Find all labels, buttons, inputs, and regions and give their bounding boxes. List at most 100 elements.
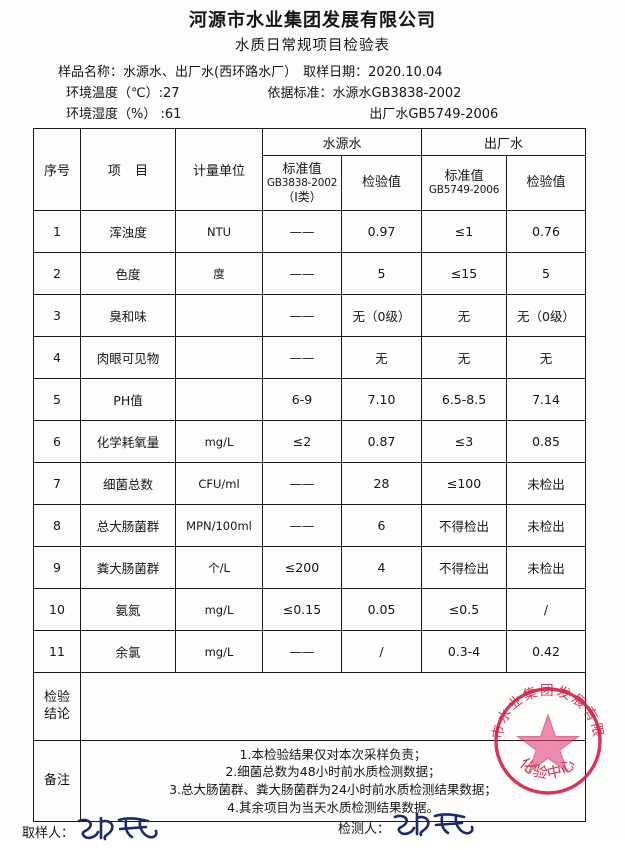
sampler-label: 取样人： bbox=[22, 825, 75, 841]
cell-val-output: 未检出 bbox=[506, 546, 587, 589]
remark-line: 3.总大肠菌群、粪大肠菌群为24小时前水质检测结果数据； bbox=[169, 782, 497, 797]
cell-std-source: —— bbox=[262, 294, 342, 337]
table-row: 2 色度度 —— 5 ≤15 5 bbox=[33, 252, 587, 295]
conclusion-label: 检验 结论 bbox=[33, 672, 81, 741]
table-row: 10 氨氮 mg/L ≤0.15 0.05 ≤0.5/ bbox=[33, 588, 587, 631]
meta-row-sample: 样品名称：水源水、出厂水(西环路水厂） 取样日期：2020.10.04 bbox=[36, 62, 611, 83]
cell-val-output: 无（0级） bbox=[506, 294, 587, 337]
cell-std-source: —— bbox=[262, 630, 342, 673]
cell-val-source: 0.87 bbox=[340, 420, 423, 463]
header-std-output: 标准值 GB5749-2006 bbox=[421, 155, 508, 211]
header-std-source-code: GB3838-2002 bbox=[266, 177, 338, 190]
cell-std-output: ≤100 bbox=[421, 462, 508, 505]
cell-val-output: 0.85 bbox=[506, 420, 587, 463]
cell-val-source: / bbox=[340, 630, 423, 673]
humidity-field: 环境湿度（%） :61 bbox=[66, 104, 181, 125]
header-item-label: 项 目 bbox=[107, 164, 154, 179]
tester-signature bbox=[392, 808, 484, 846]
cell-std-source: ≤0.15 bbox=[262, 588, 342, 631]
cell-std-source: ≤200 bbox=[262, 546, 342, 589]
cell-std-output: 0.3-4 bbox=[421, 630, 508, 673]
conclusion-label-line1: 检验 bbox=[43, 690, 70, 706]
cell-val-source: 7.10 bbox=[340, 378, 423, 421]
header-item: 项 目 bbox=[80, 128, 176, 211]
cell-item: 粪大肠菌群 bbox=[80, 546, 176, 589]
table-row: 9 粪大肠菌群 个/L ≤200 4 不得检出 未检出 bbox=[33, 546, 587, 589]
meta-info-block: 样品名称：水源水、出厂水(西环路水厂） 取样日期：2020.10.04 环境温度… bbox=[0, 62, 625, 125]
header-no: 序号 bbox=[33, 128, 81, 211]
humidity-value: 61 bbox=[164, 106, 182, 122]
cell-val-source: 无 bbox=[340, 336, 423, 379]
sample-name-value: 水源水、出厂水(西环路水厂） bbox=[123, 64, 298, 80]
cell-std-output: ≤0.5 bbox=[421, 588, 508, 631]
cell-unit bbox=[175, 294, 263, 337]
cell-no: 2 bbox=[33, 252, 81, 295]
cell-std-output: 不得检出 bbox=[421, 546, 508, 589]
meta-row-humidity: 环境湿度（%） :61 出厂水GB5749-2006 bbox=[36, 104, 611, 125]
header-group-output-water: 出厂水 bbox=[421, 128, 587, 156]
remark-line: 4.其余项目为当天水质检测结果数据。 bbox=[227, 799, 439, 815]
company-title: 河源市水业集团发展有限公司 bbox=[189, 10, 436, 31]
table-row: 4 肉眼可见物 —— 无无无 bbox=[33, 336, 587, 379]
table-row: 8 总大肠菌群 MPN/100ml —— 6 不得检出 未检出 bbox=[33, 504, 587, 547]
cell-no: 4 bbox=[33, 336, 81, 379]
header-std-source-title: 标准值 bbox=[282, 162, 322, 178]
conclusion-value[interactable] bbox=[79, 672, 587, 741]
tester-signature-block: 检测人： bbox=[338, 808, 484, 846]
header-std-output-code: GB5749-2006 bbox=[428, 184, 500, 197]
standard-basis-field: 依据标准：水源水GB3838-2002 bbox=[268, 83, 462, 104]
cell-no: 7 bbox=[33, 462, 81, 505]
cell-item: 总大肠菌群 bbox=[80, 504, 176, 547]
sample-date-label: 取样日期： bbox=[303, 64, 369, 80]
cell-val-source: 5 bbox=[340, 252, 423, 295]
cell-val-output: 5 bbox=[506, 252, 587, 295]
cell-std-source: ≤2 bbox=[262, 420, 342, 463]
header-std-output-title: 标准值 bbox=[444, 169, 484, 185]
temperature-label: 环境温度（℃）: bbox=[66, 85, 163, 101]
cell-val-output: 0.76 bbox=[506, 210, 587, 253]
header-std-source: 标准值 GB3838-2002 （Ⅰ类） bbox=[262, 155, 342, 211]
cell-val-output: / bbox=[506, 588, 587, 631]
cell-item: 色度 bbox=[80, 252, 176, 295]
cell-std-source: —— bbox=[262, 210, 342, 253]
cell-std-source: —— bbox=[262, 336, 342, 379]
cell-no: 10 bbox=[33, 588, 81, 631]
cell-std-output: 无 bbox=[421, 336, 508, 379]
cell-unit: 个/L bbox=[175, 546, 263, 589]
remark-label: 备注 bbox=[33, 740, 81, 822]
cell-unit: mg/L bbox=[175, 630, 263, 673]
inspection-table-wrapper: 序号 项 目 计量单位 水源水 出厂水 标准值 GB3838-2002 （Ⅰ类）… bbox=[33, 128, 587, 822]
cell-item: 肉眼可见物 bbox=[80, 336, 176, 379]
cell-item: PH值 bbox=[80, 378, 176, 421]
cell-unit: mg/L bbox=[175, 420, 263, 463]
header-sub-row: 标准值 GB3838-2002 （Ⅰ类） 检验值 标准值 GB5749-2006… bbox=[34, 155, 587, 211]
cell-val-output: 7.14 bbox=[506, 378, 587, 421]
cell-item: 臭和味 bbox=[80, 294, 176, 337]
humidity-label: 环境湿度（%） : bbox=[66, 106, 165, 122]
report-title: 水质日常规项目检验表 bbox=[235, 37, 390, 54]
header-std-source-class: （Ⅰ类） bbox=[282, 189, 322, 204]
cell-unit: CFU/ml bbox=[175, 462, 263, 505]
conclusion-label-line2: 结论 bbox=[43, 706, 70, 722]
cell-std-output: 不得检出 bbox=[421, 504, 508, 547]
cell-std-source: —— bbox=[262, 252, 342, 295]
sample-date-value: 2020.10.04 bbox=[368, 64, 443, 80]
table-row: 11 余氯 mg/L ——/0.3-4 0.42 bbox=[33, 630, 587, 673]
meta-row-temperature: 环境温度（℃）:27 依据标准：水源水GB3838-2002 bbox=[36, 83, 611, 104]
standard-basis-label: 依据标准： bbox=[267, 85, 333, 101]
cell-std-output: 6.5-8.5 bbox=[421, 378, 508, 421]
cell-std-source: 6-9 bbox=[262, 378, 342, 421]
header-val-source: 检验值 bbox=[340, 155, 423, 211]
cell-no: 9 bbox=[33, 546, 81, 589]
cell-unit: mg/L bbox=[175, 588, 263, 631]
cell-std-output: ≤3 bbox=[421, 420, 508, 463]
table-body: 1 浑浊度 NTU —— 0.97 ≤1 0.76 2 色度度 —— 5 ≤15 5 3 臭和味 —— 无（0级… bbox=[33, 210, 587, 673]
cell-unit: 度 bbox=[175, 252, 263, 295]
remark-line: 2.细菌总数为48小时前水质检测数据； bbox=[225, 764, 441, 780]
cell-std-source: —— bbox=[262, 462, 342, 505]
standard-output-value: 出厂水GB5749-2006 bbox=[369, 106, 499, 122]
table-row: 7 细菌总数 CFU/ml —— 28 ≤100 未检出 bbox=[33, 462, 587, 505]
cell-std-output: ≤1 bbox=[421, 210, 508, 253]
table-row: 3 臭和味 —— 无（0级）无无（0级） bbox=[33, 294, 587, 337]
header-group-row: 序号 项 目 计量单位 水源水 出厂水 bbox=[33, 128, 587, 211]
